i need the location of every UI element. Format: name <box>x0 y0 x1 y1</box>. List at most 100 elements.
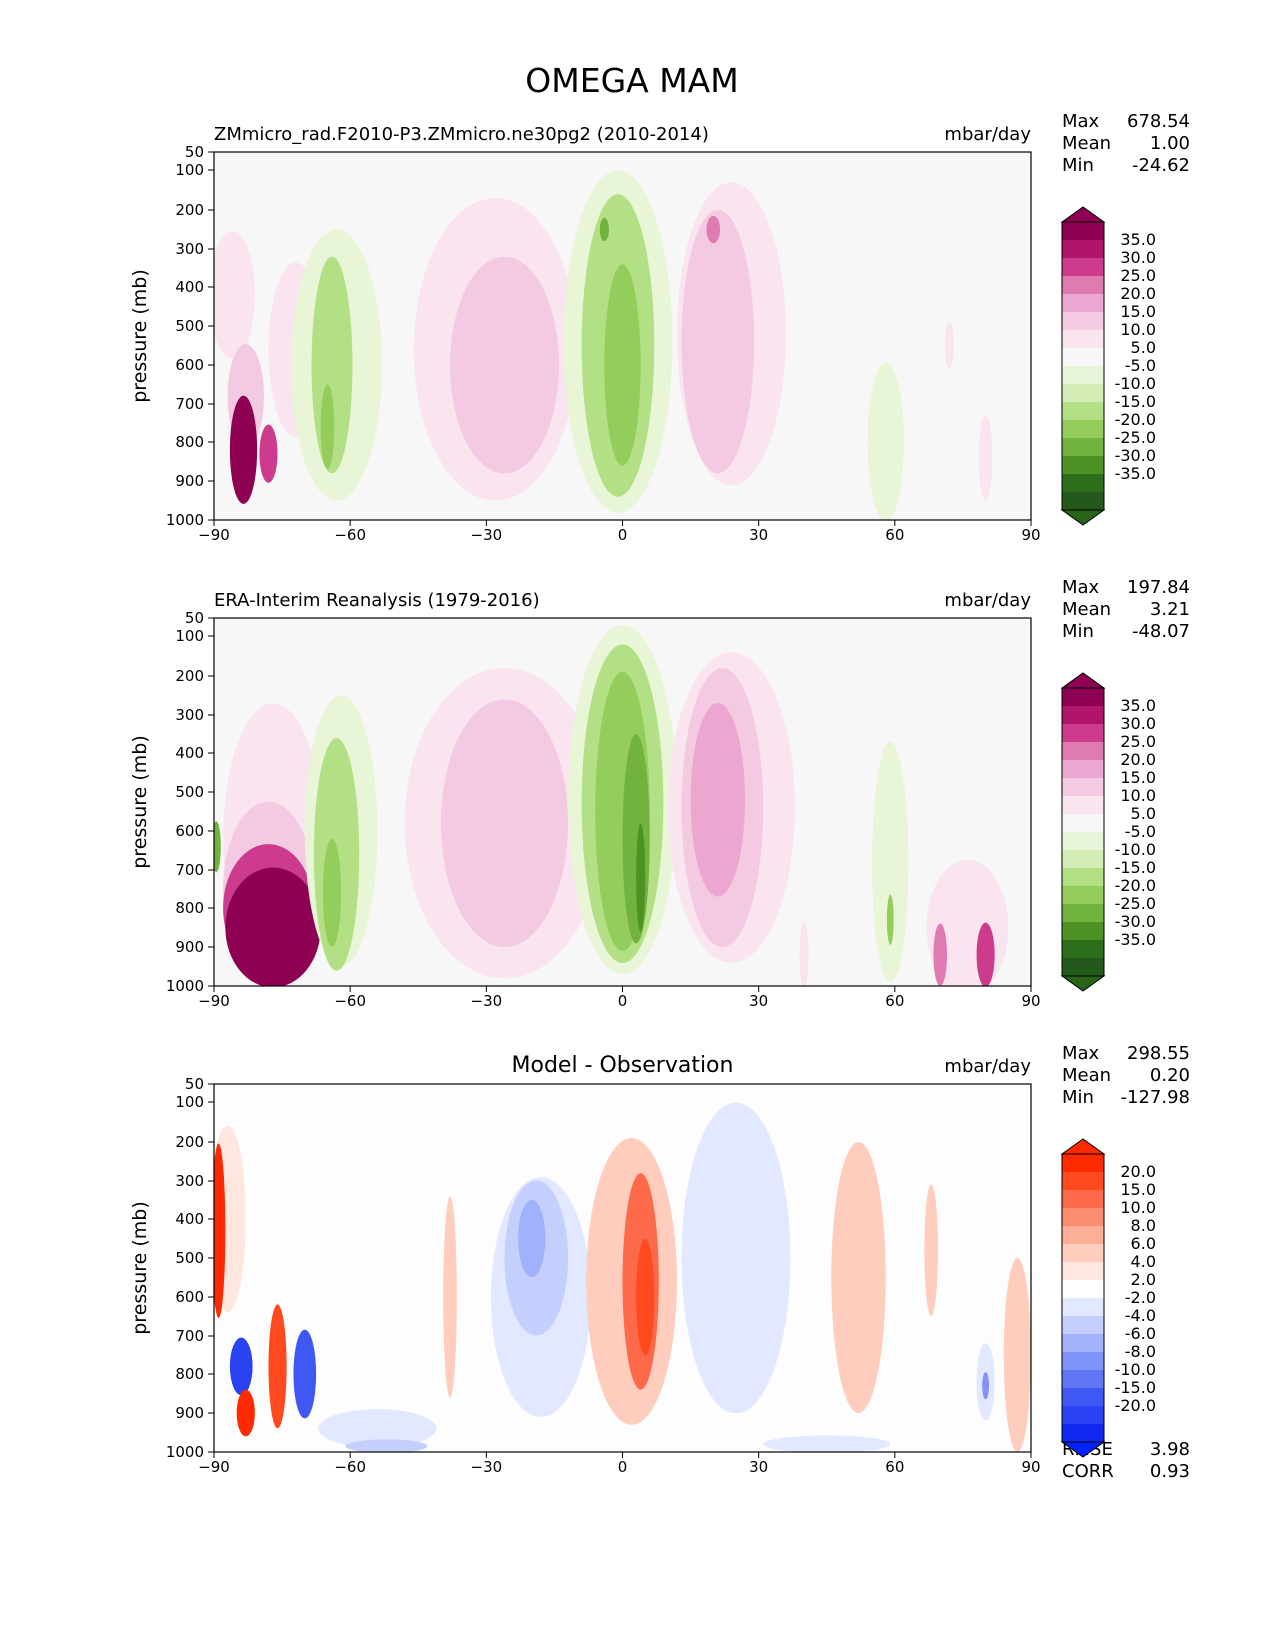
colorbar-swatch <box>1062 1388 1104 1406</box>
colorbar-frame <box>1061 1153 1105 1443</box>
colorbar-swatch <box>1062 1154 1104 1172</box>
contour-region <box>944 322 954 369</box>
colorbar-swatch <box>1062 1298 1104 1316</box>
colorbar-extend-top <box>1060 1138 1106 1155</box>
contour-region <box>886 894 894 945</box>
contour-region <box>229 1337 253 1396</box>
colorbar-swatch <box>1062 850 1104 868</box>
x-tick-label: 60 <box>885 992 904 1010</box>
colorbar-swatch <box>1062 706 1104 724</box>
y-tick-label: 300 <box>175 1172 204 1190</box>
y-tick-label: 600 <box>175 822 204 840</box>
x-tick-label: 30 <box>749 992 768 1010</box>
x-tick-label: 90 <box>1021 992 1040 1010</box>
colorbar-tick-label: 25.0 <box>1120 732 1156 751</box>
y-tick-label: 1000 <box>166 977 204 995</box>
colorbar-swatch <box>1062 1370 1104 1388</box>
stat-mean-value: 0.20 <box>1150 1065 1190 1086</box>
stat-min-value: -48.07 <box>1132 621 1190 642</box>
colorbar-swatch <box>1062 688 1104 706</box>
contour-region <box>450 256 559 474</box>
colorbar-frame <box>1061 221 1105 511</box>
y-tick-label: 100 <box>175 1093 204 1111</box>
y-tick-label: 400 <box>175 744 204 762</box>
stat-max-label: Max <box>1062 111 1100 132</box>
colorbar-swatch <box>1062 420 1104 438</box>
contour-region <box>681 1102 791 1414</box>
y-axis-label: pressure (mb) <box>129 735 151 869</box>
colorbar-tick-label: -30.0 <box>1115 446 1156 465</box>
y-tick-label: 500 <box>175 783 204 801</box>
colorbar-swatch <box>1062 778 1104 796</box>
x-tick-label: 60 <box>885 526 904 544</box>
contour-region <box>599 217 609 242</box>
stat-mean-value: 3.21 <box>1150 599 1190 620</box>
colorbar-swatch <box>1062 904 1104 922</box>
colorbar-tick-label: -15.0 <box>1115 1378 1156 1397</box>
y-tick-label: 700 <box>175 861 204 879</box>
contour-field <box>214 1102 1031 1452</box>
colorbar-swatch <box>1062 1262 1104 1280</box>
contour-region <box>924 1184 938 1317</box>
y-tick-label: 600 <box>175 1288 204 1306</box>
colorbar-tick-label: 35.0 <box>1120 230 1156 249</box>
y-tick-label: 200 <box>175 1133 204 1151</box>
y-tick-label: 800 <box>175 1365 204 1383</box>
colorbar-tick-label: -25.0 <box>1115 894 1156 913</box>
colorbar-tick-label: -15.0 <box>1115 392 1156 411</box>
colorbar-swatch <box>1062 294 1104 312</box>
colorbar-tick-label: 10.0 <box>1120 1198 1156 1217</box>
stat-rmse-value: 3.98 <box>1150 1439 1190 1460</box>
colorbar-swatch <box>1062 456 1104 474</box>
colorbar-swatch <box>1062 492 1104 510</box>
contour-region <box>636 823 646 932</box>
colorbar-tick-label: 15.0 <box>1120 1180 1156 1199</box>
colorbar-swatch <box>1062 222 1104 240</box>
colorbar-tick-label: -30.0 <box>1115 912 1156 931</box>
contour-region <box>867 362 904 520</box>
colorbar-swatch <box>1062 366 1104 384</box>
colorbar-swatch <box>1062 940 1104 958</box>
y-tick-label: 100 <box>175 161 204 179</box>
colorbar-tick-label: 20.0 <box>1120 750 1156 769</box>
panel-title: Model - Observation <box>512 1053 734 1078</box>
contour-region <box>320 384 335 470</box>
contour-region <box>681 210 755 474</box>
colorbar-swatch <box>1062 796 1104 814</box>
colorbar-tick-label: -20.0 <box>1115 1396 1156 1415</box>
colorbar-swatch <box>1062 1244 1104 1262</box>
colorbar-swatch <box>1062 958 1104 976</box>
contour-region <box>318 1409 437 1449</box>
y-tick-label: 200 <box>175 667 204 685</box>
x-tick-label: −60 <box>334 992 366 1010</box>
stat-mean-label: Mean <box>1062 1065 1111 1086</box>
colorbar: 20.015.010.08.06.04.02.0-2.0-4.0-6.0-8.0… <box>1060 1138 1156 1458</box>
colorbar-extend-top <box>1060 206 1106 223</box>
x-tick-label: −90 <box>198 526 230 544</box>
contour-region <box>229 395 258 504</box>
colorbar-swatch <box>1062 330 1104 348</box>
colorbar-tick-label: 20.0 <box>1120 1162 1156 1181</box>
units-label: mbar/day <box>944 124 1031 145</box>
y-tick-label: 300 <box>175 706 204 724</box>
colorbar-swatch <box>1062 1352 1104 1370</box>
y-tick-label: 50 <box>185 609 204 627</box>
colorbar-swatch <box>1062 868 1104 886</box>
x-tick-label: −60 <box>334 526 366 544</box>
contour-region <box>976 922 995 986</box>
x-tick-label: 60 <box>885 1458 904 1476</box>
y-tick-label: 700 <box>175 1327 204 1345</box>
colorbar-swatch <box>1062 276 1104 294</box>
colorbar-extend-bottom <box>1060 975 1106 992</box>
colorbar-tick-label: -10.0 <box>1115 1360 1156 1379</box>
y-tick-label: 500 <box>175 1249 204 1267</box>
contour-field <box>214 625 1009 986</box>
contour-field <box>214 170 993 520</box>
colorbar-swatch <box>1062 1424 1104 1442</box>
colorbar-tick-label: 30.0 <box>1120 248 1156 267</box>
colorbar-swatch <box>1062 1316 1104 1334</box>
colorbar: 35.030.025.020.015.010.05.0-5.0-10.0-15.… <box>1060 672 1156 992</box>
y-tick-label: 700 <box>175 395 204 413</box>
y-axis-label: pressure (mb) <box>129 269 151 403</box>
